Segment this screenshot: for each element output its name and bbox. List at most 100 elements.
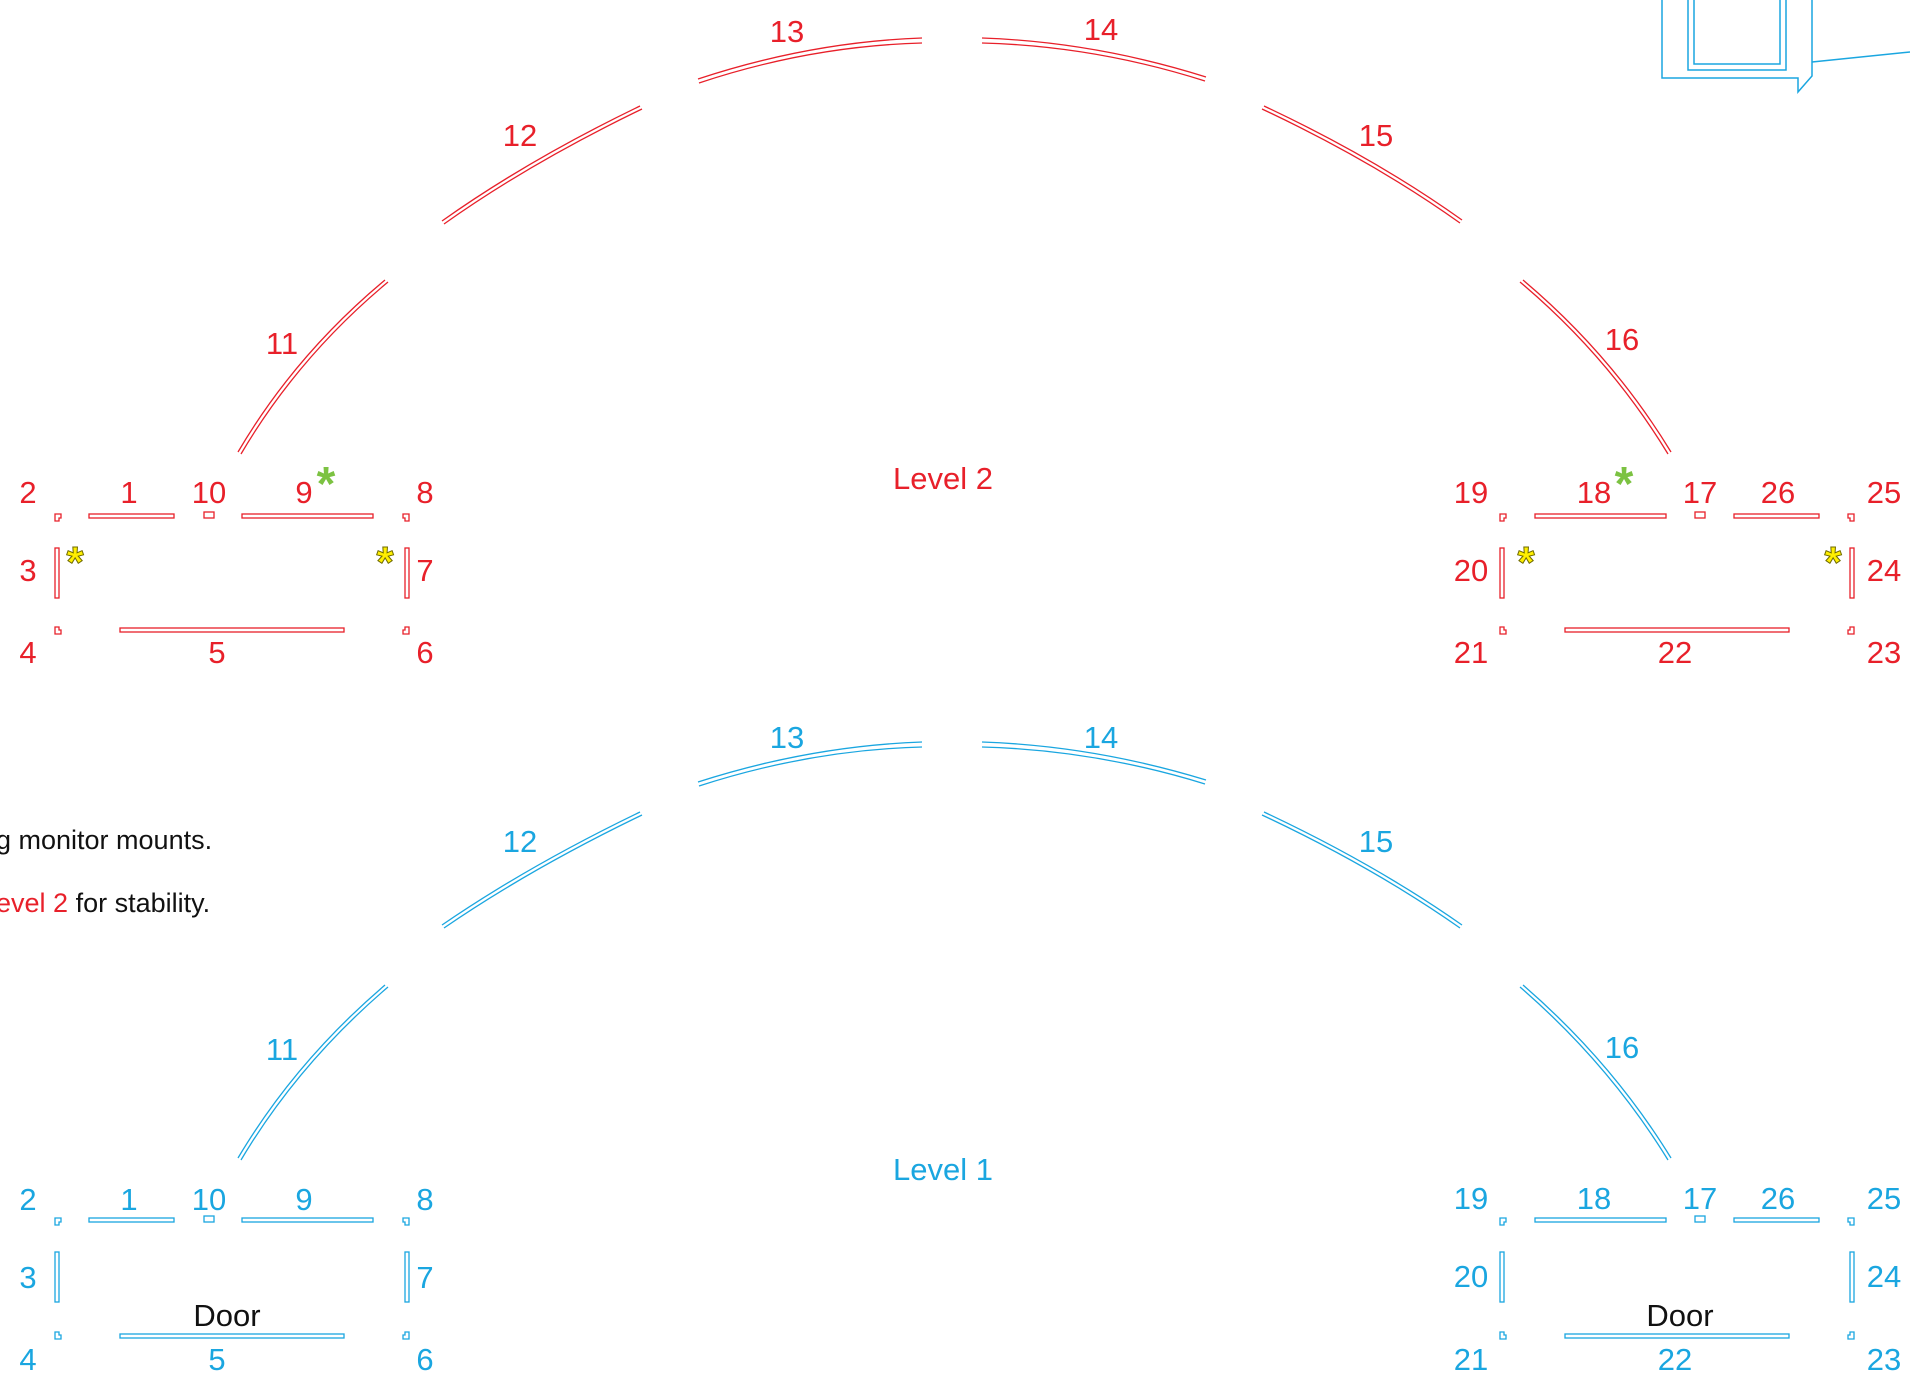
level2-wall-24	[1849, 547, 1855, 599]
level1-corner-8	[402, 1217, 410, 1226]
level1-label-16: 16	[1605, 1030, 1639, 1065]
notes: g monitor mounts. evel 2 for stability.	[0, 825, 212, 918]
primary-marker-level2-left: *	[317, 458, 336, 511]
level1-corner-4	[54, 1331, 62, 1340]
level2-corner-4	[54, 626, 62, 635]
cabinet-sketch	[1661, 0, 1910, 94]
level1-corner-6	[402, 1331, 410, 1340]
level1-label-14: 14	[1084, 720, 1118, 755]
level2-labels: Level 2 11 12 13 14 15 16 2 1 10 9 8 3 7…	[19, 12, 1901, 670]
level1-label-9: 9	[295, 1182, 312, 1217]
primary-marker-level2-right: *	[1615, 458, 1634, 511]
level2-wall-14	[981, 37, 1207, 82]
level2-wall-20	[1499, 547, 1505, 599]
level1-label-10: 10	[192, 1182, 226, 1217]
level2-corner-23	[1847, 626, 1855, 635]
level1-wall-14	[981, 741, 1207, 785]
note-line-1: g monitor mounts.	[0, 825, 212, 855]
level2-corner-8	[402, 513, 410, 522]
level2-label-1: 1	[120, 475, 137, 510]
level1-label-7: 7	[416, 1260, 433, 1295]
level1-label-18: 18	[1577, 1181, 1611, 1216]
level1-wall-15	[1261, 811, 1463, 929]
level2-walls	[54, 37, 1855, 635]
level1-label-6: 6	[416, 1342, 433, 1377]
secondary-marker-level2-20: *	[1517, 538, 1535, 587]
level2-corner-19	[1499, 513, 1507, 522]
level1-wall-17	[1694, 1215, 1706, 1223]
level1-label-4: 4	[19, 1342, 36, 1377]
secondary-marker-level2-7: *	[376, 538, 394, 587]
level1-wall-20	[1499, 1251, 1505, 1303]
level2-title: Level 2	[893, 461, 993, 496]
level1-label-12: 12	[503, 824, 537, 859]
level2-wall-16	[1519, 279, 1672, 455]
level1-corner-23	[1847, 1331, 1855, 1340]
level2-corner-25	[1847, 513, 1855, 522]
level1-label-21: 21	[1454, 1342, 1488, 1377]
level1-label-5: 5	[208, 1342, 225, 1377]
level1-wall-11	[237, 984, 389, 1161]
level2-corner-6	[402, 626, 410, 635]
level1-wall-26	[1733, 1217, 1820, 1223]
level2-label-17: 17	[1683, 475, 1717, 510]
level2-wall-3	[54, 547, 60, 599]
level2-label-5: 5	[208, 635, 225, 670]
level2-label-3: 3	[19, 553, 36, 588]
level1-label-19: 19	[1454, 1181, 1488, 1216]
level2-label-22: 22	[1658, 635, 1692, 670]
level2-label-13: 13	[770, 14, 804, 49]
level2-wall-26	[1733, 513, 1820, 519]
level1-corner-25	[1847, 1217, 1855, 1226]
level1-label-25: 25	[1867, 1181, 1901, 1216]
level2-wall-22	[1564, 627, 1790, 633]
level1-wall-3	[54, 1251, 60, 1303]
level2-wall-18	[1534, 513, 1667, 519]
note-line-2-highlight: evel 2	[0, 888, 68, 918]
level2-wall-11	[237, 279, 389, 455]
level1-wall-22	[1564, 1333, 1790, 1339]
level2-wall-10	[203, 511, 215, 519]
level1-title: Level 1	[893, 1152, 993, 1187]
level1-label-20: 20	[1454, 1259, 1488, 1294]
level2-corner-2	[54, 513, 62, 522]
level1-label-17: 17	[1683, 1181, 1717, 1216]
markers: * * * * * *	[66, 458, 1843, 588]
level1-corner-21	[1499, 1331, 1507, 1340]
level2-label-16: 16	[1605, 322, 1639, 357]
level1-label-11: 11	[266, 1032, 298, 1067]
level2-wall-15	[1261, 105, 1463, 224]
level1-wall-18	[1534, 1217, 1667, 1223]
secondary-marker-level2-3: *	[66, 538, 84, 587]
level2-label-8: 8	[416, 475, 433, 510]
level2-label-9: 9	[295, 475, 312, 510]
level1-wall-9	[241, 1217, 374, 1223]
level1-door-label-right: Door	[1646, 1298, 1713, 1333]
level1-door-label-left: Door	[193, 1298, 260, 1333]
level2-corner-21	[1499, 626, 1507, 635]
level1-wall-16	[1519, 984, 1672, 1161]
level2-label-25: 25	[1867, 475, 1901, 510]
level2-label-15: 15	[1359, 118, 1393, 153]
level2-label-14: 14	[1084, 12, 1118, 47]
level2-wall-17	[1694, 511, 1706, 519]
level2-wall-5	[119, 627, 345, 633]
level2-label-24: 24	[1867, 553, 1901, 588]
level2-label-26: 26	[1761, 475, 1795, 510]
level1-wall-7	[404, 1251, 410, 1303]
level1-label-24: 24	[1867, 1259, 1901, 1294]
level2-wall-12	[441, 105, 643, 225]
level1-walls	[54, 741, 1855, 1340]
level2-label-11: 11	[266, 326, 298, 361]
level1-label-22: 22	[1658, 1342, 1692, 1377]
level1-wall-5	[119, 1333, 345, 1339]
level2-label-23: 23	[1867, 635, 1901, 670]
level1-wall-24	[1849, 1251, 1855, 1303]
level1-corner-19	[1499, 1217, 1507, 1226]
note-line-2-rest: for stability.	[68, 888, 210, 918]
level1-label-8: 8	[416, 1182, 433, 1217]
level1-wall-13	[697, 741, 923, 787]
level1-label-15: 15	[1359, 824, 1393, 859]
level2-label-7: 7	[416, 553, 433, 588]
